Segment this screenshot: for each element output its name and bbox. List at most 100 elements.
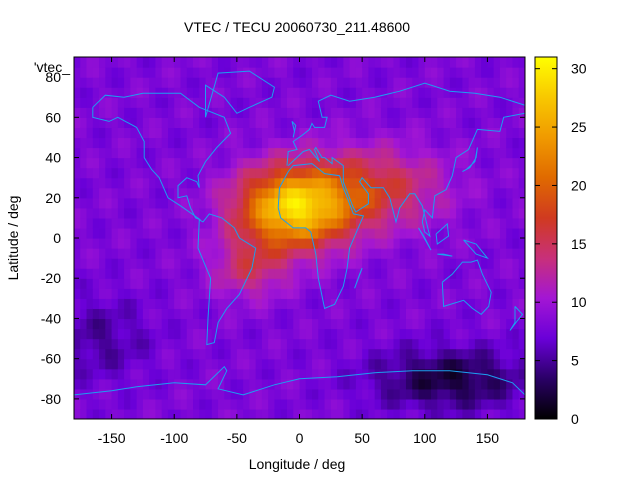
heatmap-cell [299,57,307,68]
heatmap-cell [399,57,407,68]
heatmap-cell [211,248,219,259]
heatmap-cell [199,278,207,289]
heatmap-cell [92,298,100,309]
heatmap-cell [462,147,470,159]
heatmap-cell [149,177,157,189]
heatmap-cell [362,248,369,259]
heatmap-cell [218,207,225,219]
heatmap-cell [205,167,213,179]
heatmap-cell [499,328,507,340]
heatmap-cell [218,117,225,128]
heatmap-cell [92,57,100,68]
heatmap-cell [412,187,420,199]
heatmap-cell [230,57,238,68]
heatmap-cell [274,127,282,139]
heatmap-cell [105,147,113,159]
heatmap-cell [136,278,144,289]
heatmap-cell [368,107,376,118]
heatmap-cell [387,268,395,279]
heatmap-cell [155,117,163,128]
heatmap-cell [462,227,470,239]
heatmap-cell [80,288,88,299]
heatmap-cell [362,408,369,419]
heatmap-cell [355,177,363,189]
heatmap-cell [161,177,169,189]
heatmap-cell [117,328,125,340]
heatmap-cell [193,298,200,309]
heatmap-cell [362,167,369,179]
heatmap-cell [199,338,207,350]
heatmap-cell [393,388,401,400]
heatmap-cell [149,298,157,309]
heatmap-cell [130,358,138,370]
heatmap-cell [167,87,175,98]
heatmap-cell [387,67,395,78]
heatmap-cell [142,248,150,259]
heatmap-cell [230,408,238,419]
heatmap-cell [268,388,276,400]
heatmap-cell [437,137,445,149]
heatmap-cell [193,157,200,169]
heatmap-cell [418,137,426,149]
heatmap-cell [499,177,507,189]
heatmap-cell [343,187,351,199]
heatmap-cell [193,338,200,350]
heatmap-cell [105,177,113,189]
heatmap-cell [318,338,326,350]
heatmap-cell [274,167,282,179]
heatmap-cell [431,248,438,259]
heatmap-cell [518,398,525,410]
heatmap-cell [111,268,119,279]
heatmap-cell [218,258,225,269]
heatmap-cell [205,87,213,98]
heatmap-cell [255,298,263,309]
heatmap-cell [512,238,520,249]
heatmap-cell [286,217,294,229]
heatmap-cell [468,398,476,410]
heatmap-cell [74,268,81,279]
heatmap-cell [380,197,388,209]
heatmap-cell [337,167,344,179]
heatmap-cell [512,207,520,219]
heatmap-cell [418,398,426,410]
heatmap-cell [468,348,476,360]
heatmap-cell [305,258,313,269]
heatmap-cell [99,227,106,239]
heatmap-cell [224,348,232,360]
heatmap-cell [343,398,351,410]
heatmap-cell [312,127,319,139]
heatmap-cell [111,187,119,199]
heatmap-cell [261,177,269,189]
heatmap-cell [449,227,457,239]
heatmap-cell [167,117,175,128]
heatmap-cell [449,87,457,98]
heatmap-cell [380,298,388,309]
heatmap-cell [193,177,200,189]
heatmap-cell [218,238,225,249]
heatmap-cell [468,227,476,239]
heatmap-cell [86,167,94,179]
heatmap-cell [111,238,119,249]
heatmap-cell [261,378,269,390]
heatmap-cell [368,77,376,88]
heatmap-cell [155,67,163,78]
heatmap-cell [193,408,200,419]
heatmap-cell [155,207,163,219]
coastline [197,213,257,346]
heatmap-cell [174,388,182,400]
heatmap-cell [449,388,457,400]
heatmap-cell [255,378,263,390]
heatmap-cell [355,288,363,299]
heatmap-cell [337,147,344,159]
heatmap-cell [274,408,282,419]
heatmap-cell [468,268,476,279]
heatmap-cell [243,157,250,169]
heatmap-cell [337,258,344,269]
heatmap-cell [193,77,200,88]
heatmap-cell [236,137,244,149]
heatmap-cell [80,77,88,88]
heatmap-cell [105,207,113,219]
heatmap-cell [399,348,407,360]
heatmap-cell [167,97,175,108]
heatmap-cell [167,77,175,88]
